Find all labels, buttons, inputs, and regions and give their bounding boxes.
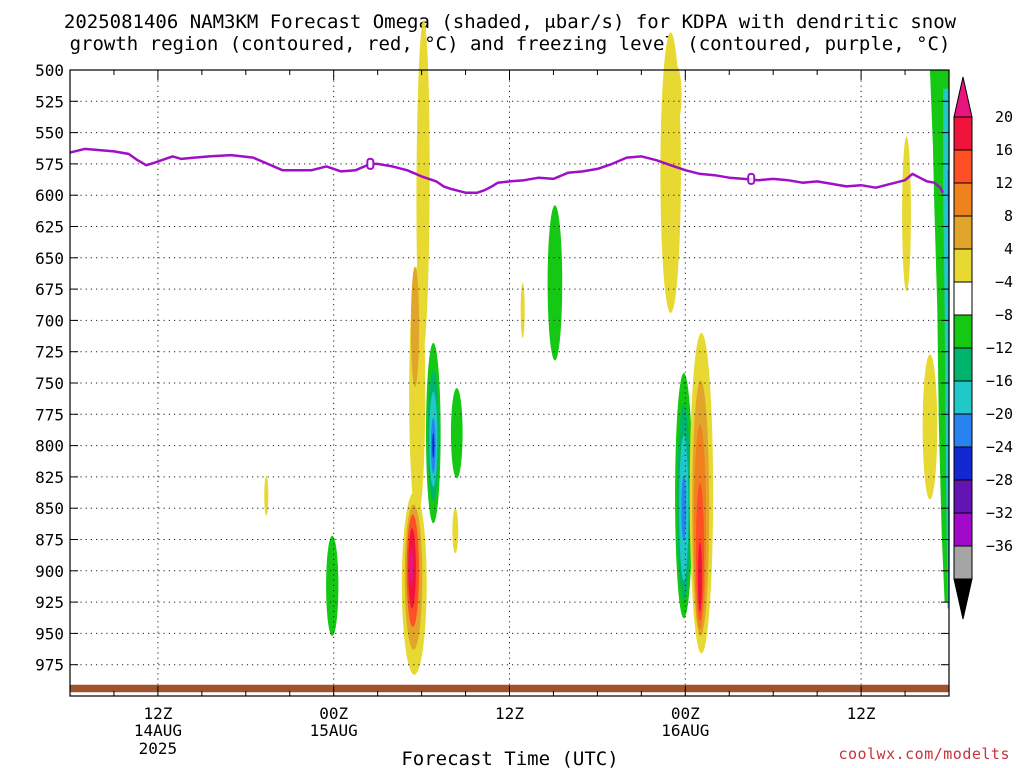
colorbar-segment: [953, 215, 973, 250]
x-tick-label: 12Z: [143, 704, 172, 723]
colorbar-segment: [953, 380, 973, 415]
y-tick-label: 525: [35, 92, 64, 111]
omega-region: [547, 205, 563, 361]
y-tick-label: 950: [35, 624, 64, 643]
colorbar-bottom-arrow: [953, 578, 973, 620]
omega-region: [520, 282, 525, 338]
y-tick-label: 825: [35, 468, 64, 487]
colorbar-segment: [953, 347, 973, 382]
freezing-level-contour: [69, 147, 945, 194]
omega-shading: [264, 19, 938, 675]
x-tick-label: 00Z: [671, 704, 700, 723]
x-tick-label: 12Z: [495, 704, 524, 723]
colorbar-label: 12: [995, 174, 1013, 192]
freezing-level-label-marker: [747, 172, 756, 185]
colorbar-label: 16: [995, 141, 1013, 159]
colorbar-label: −12: [986, 339, 1013, 357]
y-tick-label: 875: [35, 531, 64, 550]
omega-region: [410, 266, 420, 387]
y-tick-label: 975: [35, 656, 64, 675]
plot-area: [69, 19, 950, 697]
y-tick-label: 550: [35, 124, 64, 143]
omega-region: [450, 388, 463, 479]
colorbar-label: 20: [995, 108, 1013, 126]
x-tick-year: 2025: [139, 739, 178, 758]
colorbar-segment: [953, 116, 973, 151]
colorbar-label: −28: [986, 471, 1013, 489]
x-tick-label: 00Z: [319, 704, 348, 723]
colorbar-label: −32: [986, 504, 1013, 522]
colorbar-label: 4: [1004, 240, 1013, 258]
colorbar-segment: [953, 149, 973, 184]
omega-region: [902, 136, 911, 292]
x-tick-date: 15AUG: [310, 721, 358, 740]
colorbar-segment: [953, 512, 973, 547]
colorbar-segment: [953, 446, 973, 481]
omega-region: [326, 535, 339, 636]
omega-region: [452, 508, 459, 554]
omega-region: [697, 542, 703, 613]
y-tick-label: 600: [35, 186, 64, 205]
colorbar-segment: [953, 314, 973, 349]
y-tick-label: 925: [35, 593, 64, 612]
colorbar-segment: [953, 281, 973, 316]
omega-region: [409, 547, 414, 588]
y-axis-pressure-ticks: 500 525 550 575 600 625 650 675 700 725 750 775 800 8…: [35, 61, 949, 675]
colorbar-segment: [953, 413, 973, 448]
omega-region: [432, 433, 435, 459]
colorbar-label: −20: [986, 405, 1013, 423]
colorbar-label: −16: [986, 372, 1013, 390]
source-credit: coolwx.com/modelts: [838, 745, 1010, 763]
colorbar-label: −4: [995, 273, 1013, 291]
y-tick-label: 625: [35, 218, 64, 237]
freezing-level-label-marker: [366, 157, 375, 170]
colorbar: 20 16 12 8 4 −4 −8 −12 −16 −20 −24 −28 −32 −36: [953, 76, 1013, 620]
y-tick-label: 775: [35, 405, 64, 424]
x-tick-label: 12Z: [847, 704, 876, 723]
chart-title-line-2: growth region (contoured, red, °C) and f…: [70, 33, 951, 55]
colorbar-top-arrow: [953, 76, 973, 118]
omega-edge-teal: [943, 88, 949, 609]
chart-title-line-1: 2025081406 NAM3KM Forecast Omega (shaded…: [64, 11, 957, 33]
y-tick-label: 800: [35, 437, 64, 456]
y-tick-label: 700: [35, 311, 64, 330]
colorbar-segment: [953, 545, 973, 580]
colorbar-label: 8: [1004, 207, 1013, 225]
y-tick-label: 575: [35, 155, 64, 174]
omega-region: [264, 475, 269, 516]
x-tick-date: 14AUG: [134, 721, 182, 740]
colorbar-label: −24: [986, 438, 1013, 456]
colorbar-label: −8: [995, 306, 1013, 324]
omega-region: [922, 354, 938, 500]
omega-region: [416, 19, 430, 353]
colorbar-segment: [953, 479, 973, 514]
y-tick-label: 500: [35, 61, 64, 80]
colorbar-segment: [953, 182, 973, 217]
omega-region: [668, 63, 682, 127]
y-tick-label: 725: [35, 343, 64, 362]
colorbar-segment: [953, 248, 973, 283]
y-tick-label: 900: [35, 562, 64, 581]
y-tick-label: 675: [35, 280, 64, 299]
y-tick-label: 750: [35, 374, 64, 393]
x-tick-date: 16AUG: [661, 721, 709, 740]
y-tick-label: 850: [35, 499, 64, 518]
x-axis-label: Forecast Time (UTC): [401, 748, 618, 768]
y-tick-label: 650: [35, 249, 64, 268]
colorbar-label: −36: [986, 537, 1013, 555]
freezing-level-labels: [366, 157, 756, 185]
